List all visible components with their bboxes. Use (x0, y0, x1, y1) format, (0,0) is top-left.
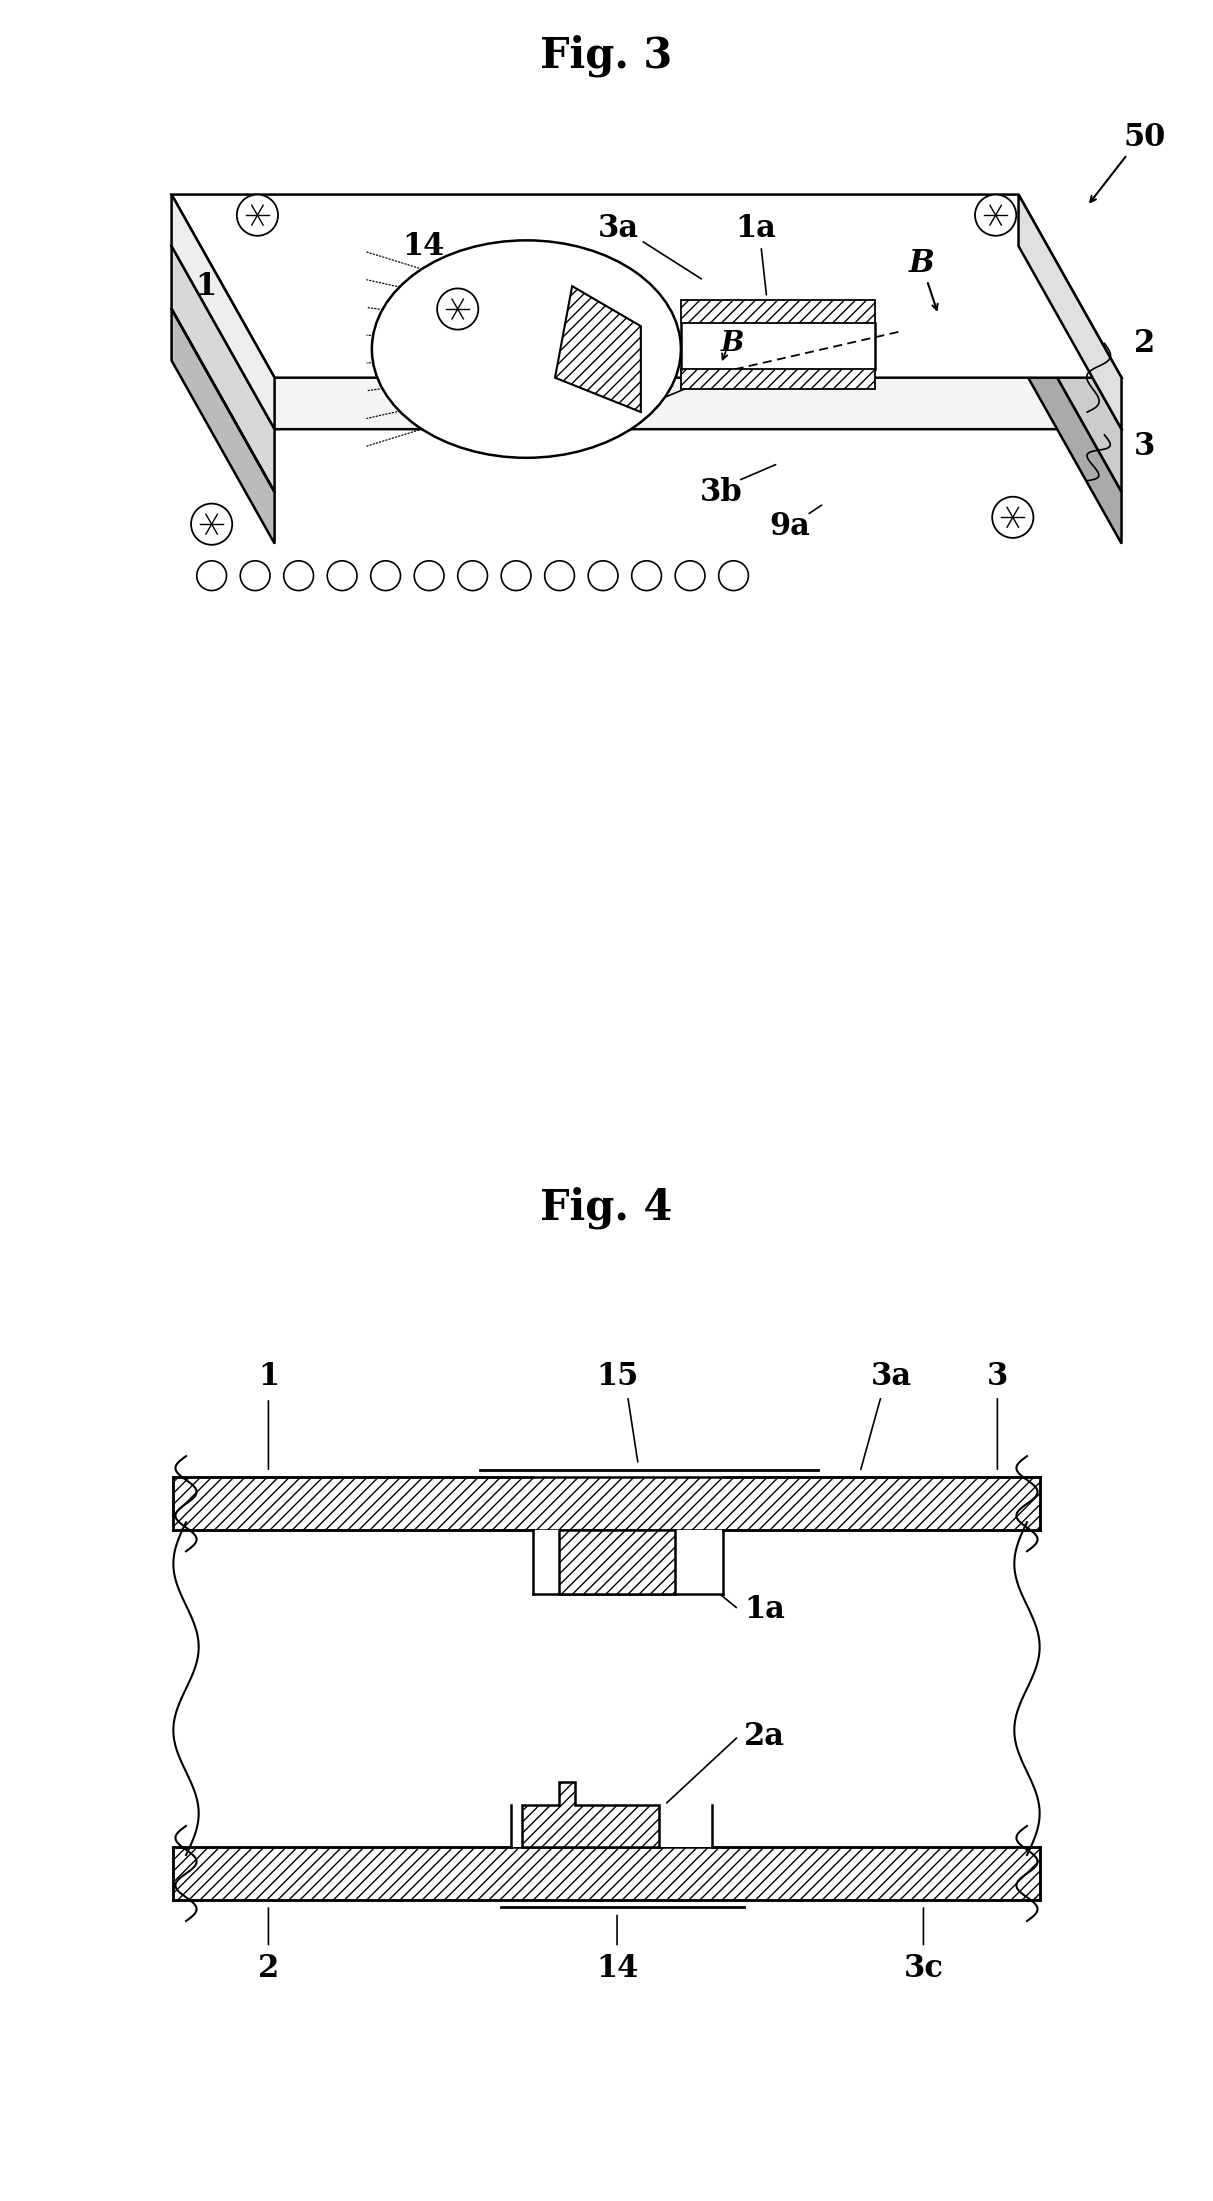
Polygon shape (556, 286, 640, 412)
Circle shape (328, 561, 357, 590)
Text: 3: 3 (986, 1362, 1008, 1393)
Text: B: B (721, 330, 744, 357)
Text: 1: 1 (195, 271, 216, 302)
Polygon shape (512, 1805, 712, 1847)
Text: 1a: 1a (586, 407, 627, 438)
Circle shape (545, 561, 575, 590)
Text: 3a: 3a (597, 213, 638, 244)
Polygon shape (171, 247, 274, 493)
Text: 14: 14 (403, 231, 444, 262)
Text: 9a: 9a (769, 511, 810, 541)
Polygon shape (1019, 194, 1122, 429)
Circle shape (414, 561, 444, 590)
Circle shape (975, 194, 1016, 236)
Circle shape (240, 561, 270, 590)
Text: 2: 2 (258, 1952, 279, 1983)
Text: 2a: 2a (744, 1721, 785, 1752)
Polygon shape (171, 194, 1122, 379)
Circle shape (676, 561, 705, 590)
Circle shape (457, 561, 488, 590)
Text: B: B (909, 249, 934, 280)
Circle shape (237, 194, 278, 236)
Polygon shape (680, 299, 876, 324)
Text: 15: 15 (596, 1362, 638, 1393)
Polygon shape (680, 368, 876, 390)
Text: 14: 14 (596, 1952, 638, 1983)
Polygon shape (171, 247, 1122, 429)
Circle shape (992, 497, 1033, 537)
Text: 50: 50 (1123, 121, 1166, 152)
Text: Fig. 4: Fig. 4 (540, 1186, 673, 1230)
Polygon shape (171, 194, 274, 429)
Text: 3: 3 (1134, 431, 1155, 462)
Circle shape (718, 561, 748, 590)
Circle shape (371, 561, 400, 590)
Circle shape (190, 504, 232, 546)
Text: 1a: 1a (744, 1594, 785, 1624)
Polygon shape (533, 1530, 723, 1594)
Text: 3b: 3b (700, 478, 742, 508)
Text: 1a: 1a (735, 213, 776, 244)
Circle shape (437, 288, 478, 330)
Circle shape (197, 561, 227, 590)
Polygon shape (522, 1781, 660, 1847)
Circle shape (588, 561, 617, 590)
Polygon shape (173, 1847, 1040, 1899)
Polygon shape (171, 308, 274, 544)
Polygon shape (1019, 308, 1122, 544)
Text: 3c: 3c (904, 1952, 944, 1983)
Circle shape (501, 561, 531, 590)
Polygon shape (1019, 247, 1122, 493)
Circle shape (284, 561, 313, 590)
Circle shape (632, 561, 661, 590)
Polygon shape (173, 1477, 1040, 1530)
Text: 3a: 3a (871, 1362, 912, 1393)
Polygon shape (559, 1530, 676, 1594)
Ellipse shape (372, 240, 680, 458)
Text: 2: 2 (1134, 328, 1155, 359)
Text: Fig. 3: Fig. 3 (540, 35, 673, 77)
Text: 1: 1 (258, 1362, 279, 1393)
